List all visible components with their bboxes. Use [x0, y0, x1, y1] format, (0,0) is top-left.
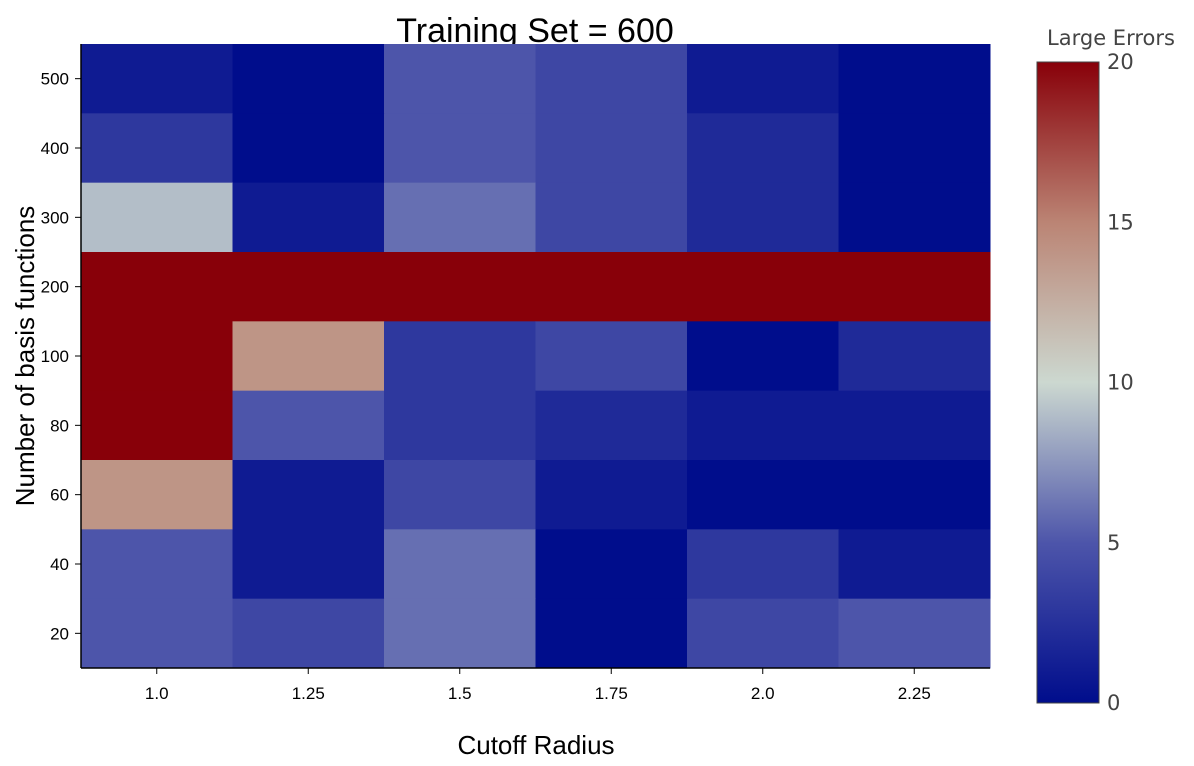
heatmap-cell: [384, 529, 536, 600]
heatmap-cell: [81, 529, 233, 600]
heatmap-cell: [384, 44, 536, 114]
heatmap-cell: [232, 182, 385, 253]
heatmap-cell: [687, 460, 839, 530]
heatmap-cell: [81, 252, 233, 322]
heatmap-cell: [535, 113, 688, 184]
heatmap-cell: [535, 252, 688, 322]
colorbar-title: Large Errors: [1047, 26, 1175, 50]
heatmap-cell: [838, 182, 991, 253]
heatmap-cell: [384, 460, 536, 530]
heatmap-cell: [232, 252, 385, 322]
x-tick-label: 2.0: [751, 684, 775, 703]
y-tick-label: 20: [50, 624, 69, 643]
colorbar-tick-label: 10: [1107, 371, 1134, 395]
heatmap-cell: [838, 44, 991, 114]
heatmap-cell: [535, 460, 688, 530]
heatmap-cell: [687, 390, 839, 461]
heatmap-cell: [687, 321, 839, 392]
y-tick-label: 40: [50, 555, 69, 574]
y-tick-label: 500: [41, 70, 69, 89]
colorbar-tick-label: 15: [1107, 210, 1134, 234]
x-axis-label: Cutoff Radius: [457, 730, 614, 760]
heatmap-cell: [838, 460, 991, 530]
colorbar-tick-label: 5: [1107, 531, 1120, 555]
heatmap-cell: [232, 598, 385, 669]
heatmap-cell: [232, 390, 385, 461]
heatmap-cell: [535, 321, 688, 392]
y-axis-label: Number of basis functions: [10, 206, 40, 507]
heatmap-cell: [384, 182, 536, 253]
x-tick-label: 1.0: [145, 684, 169, 703]
heatmap-cell: [232, 460, 385, 530]
heatmap-cell: [535, 44, 688, 114]
heatmap-cells: [81, 44, 991, 669]
colorbar-ticks: 0 5 10 15 20: [1107, 50, 1134, 715]
heatmap-cell: [535, 390, 688, 461]
heatmap-cell: [384, 252, 536, 322]
heatmap-cell: [81, 460, 233, 530]
heatmap-cell: [687, 44, 839, 114]
x-tick-label: 1.5: [448, 684, 472, 703]
y-axis: 500 400 300 200 100 80 60 40 20: [41, 44, 82, 668]
heatmap-cell: [232, 321, 385, 392]
x-axis: 1.0 1.25 1.5 1.75 2.0 2.25: [81, 667, 990, 703]
heatmap-cell: [81, 598, 233, 669]
heatmap-cell: [687, 182, 839, 253]
heatmap-cell: [384, 321, 536, 392]
heatmap-cell: [384, 113, 536, 184]
heatmap-cell: [535, 598, 688, 669]
y-tick-label: 400: [41, 139, 69, 158]
colorbar-tick-label: 0: [1107, 691, 1120, 715]
heatmap-cell: [535, 529, 688, 600]
heatmap-cell: [838, 252, 991, 322]
heatmap-cell: [232, 44, 385, 114]
heatmap-cell: [838, 598, 991, 669]
chart-title: Training Set = 600: [396, 12, 674, 50]
heatmap-cell: [81, 390, 233, 461]
heatmap-cell: [838, 321, 991, 392]
heatmap-cell: [687, 252, 839, 322]
y-tick-label: 200: [41, 278, 69, 297]
heatmap-cell: [838, 390, 991, 461]
heatmap-cell: [81, 44, 233, 114]
x-tick-label: 2.25: [898, 684, 931, 703]
y-tick-label: 100: [41, 347, 69, 366]
heatmap-cell: [838, 113, 991, 184]
x-tick-label: 1.75: [595, 684, 628, 703]
heatmap-cell: [535, 182, 688, 253]
y-tick-label: 80: [50, 416, 69, 435]
heatmap-cell: [81, 182, 233, 253]
heatmap-cell: [232, 113, 385, 184]
heatmap-cell: [384, 598, 536, 669]
y-tick-label: 300: [41, 208, 69, 227]
colorbar-tick-label: 20: [1107, 50, 1134, 74]
y-tick-label: 60: [50, 486, 69, 505]
heatmap-cell: [687, 529, 839, 600]
heatmap-cell: [838, 529, 991, 600]
heatmap-cell: [81, 113, 233, 184]
heatmap-cell: [232, 529, 385, 600]
heatmap-cell: [687, 598, 839, 669]
colorbar: [1036, 61, 1100, 704]
x-tick-label: 1.25: [292, 684, 325, 703]
heatmap-cell: [687, 113, 839, 184]
heatmap-cell: [81, 321, 233, 392]
heatmap-cell: [384, 390, 536, 461]
